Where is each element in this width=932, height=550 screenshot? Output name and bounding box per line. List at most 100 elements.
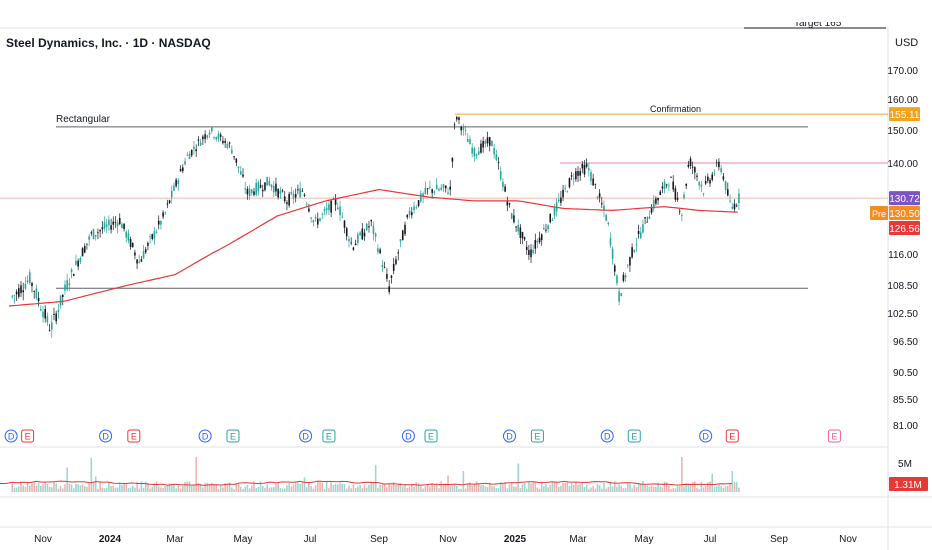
dividend-marker — [198, 429, 212, 443]
volume-bar — [444, 483, 447, 492]
candle-body — [319, 218, 321, 222]
candle-body — [202, 136, 204, 140]
volume-bar — [53, 481, 55, 492]
candle-body — [86, 243, 88, 245]
volume-bar — [279, 488, 282, 492]
volume-bar — [724, 486, 727, 492]
candle-body — [118, 217, 121, 225]
candle-body — [330, 200, 332, 213]
volume-bar — [312, 488, 315, 492]
candle-body — [83, 246, 86, 253]
y-axis-tick: 96.50 — [893, 337, 918, 348]
candle-body — [50, 322, 53, 330]
candle-body — [687, 164, 690, 167]
volume-bar — [310, 486, 312, 492]
volume-bar — [626, 482, 629, 492]
volume-bar — [35, 485, 38, 492]
candle-body — [255, 182, 257, 195]
candle-body — [553, 207, 556, 216]
candle-body — [502, 181, 504, 188]
volume-bar — [112, 485, 115, 492]
volume-bar — [283, 488, 286, 492]
x-axis-tick: Jul — [704, 534, 717, 545]
candle-body — [357, 234, 359, 244]
volume-bar — [334, 483, 337, 492]
candle-body — [644, 217, 646, 219]
volume-bar — [704, 486, 707, 492]
dividend-marker — [600, 429, 614, 443]
candle-body — [350, 242, 352, 244]
candle-body — [480, 143, 482, 153]
volume-bar — [596, 484, 599, 492]
volume-bar — [399, 482, 402, 492]
candle-body — [431, 189, 433, 193]
volume-bar — [676, 486, 679, 492]
volume-bar — [655, 487, 657, 492]
candle-body — [611, 248, 614, 259]
candle-body — [77, 260, 79, 267]
volume-bar — [583, 487, 586, 492]
volume-bar — [202, 487, 204, 492]
volume-bar — [685, 483, 687, 492]
volume-bar — [534, 481, 537, 492]
volume-bar — [210, 482, 213, 492]
candle-body — [598, 193, 601, 198]
earnings-marker — [226, 429, 240, 443]
candle-body — [168, 200, 171, 204]
candle-body — [81, 248, 84, 257]
candle-body — [297, 189, 299, 191]
volume-bar — [528, 481, 530, 492]
candle-body — [377, 248, 379, 253]
candle-body — [609, 238, 612, 245]
candle-body — [160, 220, 162, 225]
volume-bar — [328, 488, 330, 492]
volume-bar — [182, 485, 184, 492]
candle-body — [281, 190, 284, 192]
candle-body — [491, 140, 493, 147]
earnings-marker-label: E — [631, 432, 637, 442]
dividend-marker-label: D — [506, 432, 513, 442]
candle-body — [650, 207, 653, 213]
candle-body — [208, 132, 211, 135]
volume-bar — [228, 482, 231, 492]
candle-body — [206, 135, 209, 138]
dividend-marker — [401, 429, 415, 443]
volume-bar — [92, 482, 95, 492]
candle-body — [504, 186, 506, 192]
candle-body — [31, 282, 33, 286]
candle-body — [239, 171, 242, 175]
volume-bar — [138, 488, 141, 492]
y-axis-tick: 108.50 — [887, 281, 918, 292]
volume-bar — [555, 481, 558, 492]
candle-body — [11, 295, 13, 297]
candle-body — [626, 264, 629, 266]
candle-body — [722, 176, 725, 180]
candle-body — [272, 185, 275, 193]
x-axis-tick: 2025 — [504, 534, 527, 545]
volume-bar — [508, 484, 511, 492]
candle-body — [466, 139, 469, 142]
candle-body — [186, 154, 189, 156]
volume-bar — [244, 486, 246, 492]
earnings-marker — [21, 429, 35, 443]
volume-bar — [206, 482, 209, 492]
candle-body — [713, 173, 716, 174]
volume-bar — [631, 488, 633, 492]
volume-bar — [142, 488, 145, 492]
volume-bar — [735, 482, 738, 492]
volume-bar — [370, 481, 373, 492]
candle-body — [435, 184, 438, 190]
candle-body — [321, 213, 324, 215]
volume-bar — [147, 483, 149, 492]
pre-price-badge-bg — [889, 206, 920, 221]
volume-bar — [162, 488, 164, 492]
x-axis-tick: May — [234, 534, 253, 545]
candle-body — [325, 208, 328, 211]
y-axis-tick: 81.00 — [893, 421, 918, 432]
volume-bar — [105, 487, 108, 492]
volume-bar — [513, 486, 515, 492]
volume-bar — [116, 487, 119, 492]
volume-bar — [42, 484, 44, 492]
candle-body — [193, 146, 195, 150]
